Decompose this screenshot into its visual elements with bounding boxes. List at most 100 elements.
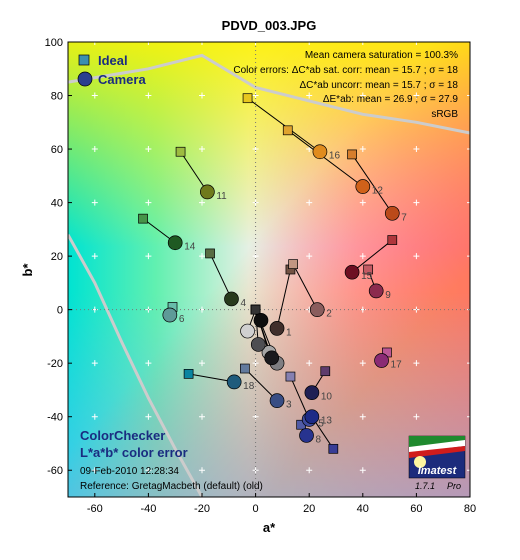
grid-cross: [413, 360, 420, 367]
legend-ideal-label: Ideal: [98, 53, 128, 68]
grid-cross: [359, 199, 366, 206]
grid-cross: [359, 92, 366, 99]
patch-label-9: 9: [385, 290, 391, 301]
ideal-marker-2: [288, 259, 298, 269]
grid-cross: [91, 146, 98, 153]
grid-cross: [467, 146, 470, 153]
y-tick-label: 100: [45, 37, 63, 49]
legend: Ideal Camera: [77, 53, 146, 87]
connector-18: [188, 373, 235, 383]
ideal-marker-16: [242, 93, 253, 104]
grid-cross: [359, 42, 366, 45]
x-tick-label: -40: [140, 503, 156, 515]
imatest-logo: Imatest 1.7.1 Pro: [408, 435, 466, 491]
camera-marker-8: [299, 428, 314, 443]
grid-cross: [306, 199, 313, 206]
camera-marker-11: [200, 184, 215, 200]
annotation-date: 09-Feb-2010 12:28:34: [80, 466, 179, 477]
ideal-marker-13: [328, 443, 339, 454]
y-tick-label: -20: [47, 358, 63, 370]
grid-cross: [199, 413, 205, 420]
ideal-marker-18: [183, 369, 194, 379]
ideal-marker-14: [138, 213, 148, 224]
ideal-marker-11: [175, 146, 186, 157]
grid-cross: [413, 42, 420, 45]
patch-label-17: 17: [391, 360, 403, 371]
grid-cross: [91, 467, 98, 474]
grid-cross: [306, 42, 313, 45]
grid-cross: [91, 360, 98, 367]
y-tick-label: 80: [51, 91, 63, 103]
grid-cross: [199, 467, 205, 474]
grid-cross: [145, 253, 152, 260]
grid-cross: [413, 413, 420, 420]
stat-uncorr: ΔC*ab uncorr: mean = 15.7 ; σ = 18: [300, 80, 459, 91]
ideal-marker-12: [282, 125, 293, 136]
x-tick-label: 40: [357, 503, 369, 515]
stat-colorspace: sRGB: [431, 109, 458, 120]
chart-title: PDVD_003.JPG: [222, 18, 317, 33]
connector-4: [209, 253, 232, 300]
camera-marker-19: [240, 323, 255, 339]
patch-label-8: 8: [316, 434, 322, 445]
patch-label-6: 6: [179, 314, 185, 325]
grid-cross: [467, 360, 470, 367]
patch-label-7: 7: [401, 212, 407, 223]
x-tick-label: 20: [303, 503, 315, 515]
grid-cross: [306, 360, 313, 367]
logo-edition: Pro: [447, 481, 461, 491]
x-axis-ticks: -60 -40 -20 0 20 40 60 80: [87, 493, 476, 515]
ideal-marker-24: [250, 304, 261, 315]
grid-cross: [91, 253, 98, 260]
annotation-heading1: ColorChecker: [80, 428, 165, 443]
camera-marker-4: [224, 291, 239, 307]
camera-marker-13: [304, 409, 320, 425]
grid-cross: [199, 92, 205, 99]
x-tick-label: -60: [87, 503, 103, 515]
y-axis-label: b*: [20, 263, 35, 277]
camera-markers: [162, 144, 400, 443]
grid-cross: [145, 360, 152, 367]
camera-marker-15: [344, 264, 360, 280]
grid-cross: [252, 92, 259, 99]
camera-marker-7: [384, 205, 400, 221]
y-tick-label: -60: [47, 465, 63, 477]
grid-cross: [359, 253, 366, 260]
y-tick-label: -40: [47, 412, 63, 424]
grid-cross: [91, 199, 98, 206]
stats-block: Mean camera saturation = 100.3% Color er…: [233, 50, 458, 120]
grid-cross: [91, 413, 98, 420]
camera-marker-6: [162, 307, 178, 323]
grid-cross: [467, 253, 470, 260]
grid-cross: [306, 92, 313, 99]
y-tick-label: 40: [51, 198, 63, 210]
grid-cross: [145, 199, 152, 206]
patch-label-4: 4: [240, 298, 246, 309]
camera-marker-1: [269, 321, 285, 336]
patch-label-10: 10: [321, 392, 333, 403]
patch-label-2: 2: [326, 309, 332, 320]
y-axis-ticks: -60 -40 -20 0 20 40 60 80 100: [45, 37, 72, 477]
camera-marker-3: [269, 393, 285, 408]
camera-marker-16: [312, 144, 328, 160]
grid-cross: [199, 253, 205, 260]
connector-11: [180, 151, 208, 193]
patch-label-12: 12: [372, 186, 384, 197]
grid-cross: [145, 467, 152, 474]
ideal-marker-3: [240, 363, 250, 374]
camera-marker-23: [253, 313, 269, 328]
connector-3: [244, 368, 278, 402]
x-tick-label: 0: [253, 503, 259, 515]
grid-cross: [359, 360, 366, 367]
grid-cross: [306, 146, 313, 153]
grid-marks: [68, 42, 470, 497]
camera-marker-17: [374, 353, 389, 368]
y-tick-label: 20: [51, 251, 63, 263]
grid-cross: [306, 467, 313, 474]
grid-cross: [413, 199, 420, 206]
logo-version: 1.7.1: [415, 481, 435, 491]
ideal-marker-15: [387, 235, 398, 245]
grid-cross: [199, 42, 205, 45]
grid-cross: [467, 413, 470, 420]
